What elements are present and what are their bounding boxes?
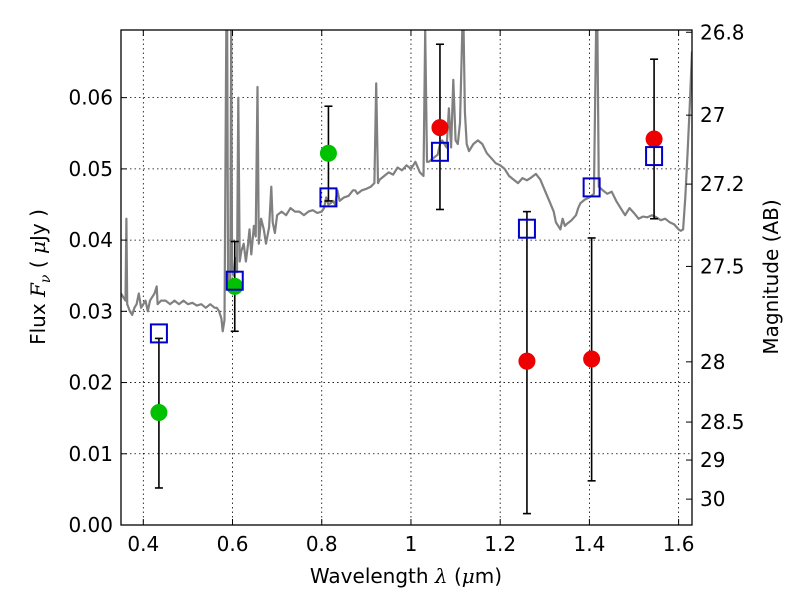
y-tick-label: 0.00 <box>68 513 113 537</box>
x-tick-label: 0.4 <box>127 532 159 556</box>
model-point-4 <box>517 218 536 239</box>
data-point-1-1 <box>518 352 536 370</box>
model-point-2 <box>319 187 338 208</box>
y-axis-title: Flux Fν ( μJy ) <box>26 209 54 345</box>
axes: 0.4 0.6 0.8 1 1.2 1.4 1.6 0.00 0.01 0.02 0.03 0.04 0… <box>68 20 744 556</box>
y-tick-label: 0.03 <box>68 299 113 323</box>
x-tick-label: 1.4 <box>573 532 605 556</box>
right-tick-label: 26.8 <box>700 20 745 44</box>
right-tick-label: 28 <box>700 350 725 374</box>
model-point-5 <box>582 177 601 198</box>
data-point-1-2 <box>583 350 601 368</box>
grid <box>121 30 692 526</box>
right-tick-label: 29 <box>700 448 725 472</box>
model-spectrum-line <box>121 30 692 333</box>
data-point-0-0 <box>150 403 168 421</box>
model-spectrum-layer <box>121 30 692 333</box>
y-tick-label: 0.01 <box>68 442 113 466</box>
model-point-1 <box>225 270 244 291</box>
plot-frame <box>120 29 693 526</box>
right-tick-label: 30 <box>700 487 725 511</box>
data-markers <box>149 119 664 421</box>
x-tick-label: 1 <box>405 532 418 556</box>
x-tick-label: 0.6 <box>217 532 249 556</box>
right-tick-label: 28.5 <box>700 410 745 434</box>
right-axis-title: Magnitude (AB) <box>759 199 783 354</box>
x-axis-title: Wavelength λ (μm) <box>310 564 502 588</box>
model-point-0 <box>149 323 168 344</box>
data-point-1-0 <box>431 119 449 137</box>
right-tick-label: 27 <box>700 103 725 127</box>
x-tick-label: 0.8 <box>306 532 338 556</box>
model-point-6 <box>645 146 664 167</box>
y-tick-label: 0.02 <box>68 371 113 395</box>
model-point-3 <box>430 141 449 162</box>
data-point-0-2 <box>319 144 337 162</box>
y-tick-label: 0.05 <box>68 157 113 181</box>
right-tick-label: 27.2 <box>700 172 745 196</box>
data-point-1-3 <box>645 130 663 148</box>
y-tick-label: 0.04 <box>68 228 113 252</box>
x-tick-label: 1.2 <box>484 532 516 556</box>
labels: Wavelength λ (μm) Flux Fν ( μJy ) Magnit… <box>26 199 783 588</box>
y-tick-label: 0.06 <box>68 86 113 110</box>
right-tick-label: 27.5 <box>700 254 745 278</box>
x-tick-label: 1.6 <box>663 532 695 556</box>
data-point-0-1 <box>226 277 244 295</box>
